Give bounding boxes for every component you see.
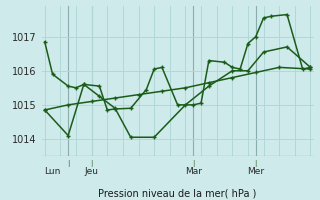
Text: |: | [192,160,195,167]
Text: Mar: Mar [185,167,202,176]
Text: Jeu: Jeu [84,167,99,176]
Text: |: | [67,160,69,167]
Text: |: | [91,160,93,167]
Text: Lun: Lun [44,167,61,176]
Text: Mer: Mer [247,167,264,176]
Text: Pression niveau de la mer( hPa ): Pression niveau de la mer( hPa ) [99,189,257,199]
Text: |: | [255,160,257,167]
